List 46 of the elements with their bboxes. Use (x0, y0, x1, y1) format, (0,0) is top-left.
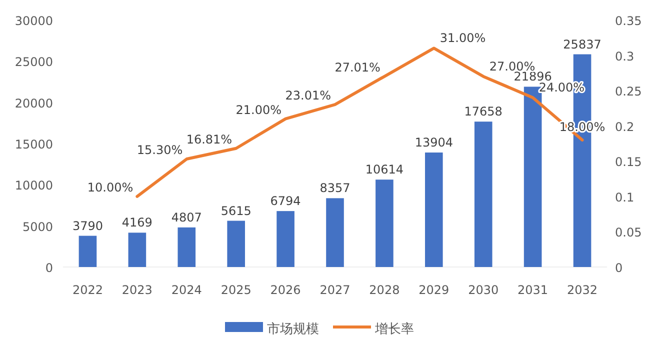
label: 17658 (464, 104, 502, 119)
label: 25837 (563, 37, 602, 52)
label: 10614 (365, 162, 404, 177)
label: 6794 (270, 194, 301, 208)
label: 23.01% (285, 88, 331, 103)
label: 16.81% (186, 132, 232, 146)
label: 21896 (514, 70, 552, 84)
ytick: 10000 (14, 178, 53, 193)
y2tick: 0 (615, 261, 623, 275)
y2tick: 0.15 (615, 155, 642, 170)
legend: 增长率 (375, 322, 414, 337)
label: 31.00% (440, 31, 486, 46)
ytick: 15000 (14, 138, 53, 152)
label: 3790 (72, 218, 103, 233)
ytick: 0 (45, 261, 53, 275)
label: 13904 (414, 136, 453, 150)
xtick: 2032 (567, 283, 598, 297)
xtick: 2028 (369, 283, 400, 297)
label: 5615 (220, 204, 252, 218)
xtick: 2024 (171, 283, 202, 297)
ytick: 5000 (22, 220, 53, 234)
y2tick: 0.35 (615, 14, 642, 28)
y2tick: 0.05 (615, 226, 642, 240)
xtick: 2030 (468, 283, 499, 297)
label: 21.00% (236, 102, 282, 117)
xtick: 2022 (72, 283, 103, 297)
xtick: 2027 (320, 283, 350, 297)
y2tick: 0.1 (615, 190, 634, 204)
xtick: 2025 (220, 283, 252, 297)
legend: 市场规模 (267, 322, 319, 337)
ytick: 30000 (14, 14, 53, 28)
ytick: 20000 (14, 96, 53, 110)
y2tick: 0.3 (615, 49, 634, 64)
xtick: 2029 (418, 283, 450, 297)
y2tick: 0.25 (615, 84, 642, 99)
xtick: 2026 (270, 283, 301, 297)
label: 8357 (320, 181, 350, 196)
y2tick: 0.2 (615, 120, 634, 134)
label: 4169 (122, 216, 152, 230)
ytick: 25000 (14, 55, 53, 70)
xtick: 2023 (122, 283, 152, 297)
label: 15.30% (136, 143, 183, 158)
xtick: 2031 (518, 283, 548, 297)
label: 4807 (171, 210, 202, 224)
label: 27.01% (334, 60, 380, 74)
label: 10.00% (87, 180, 134, 194)
